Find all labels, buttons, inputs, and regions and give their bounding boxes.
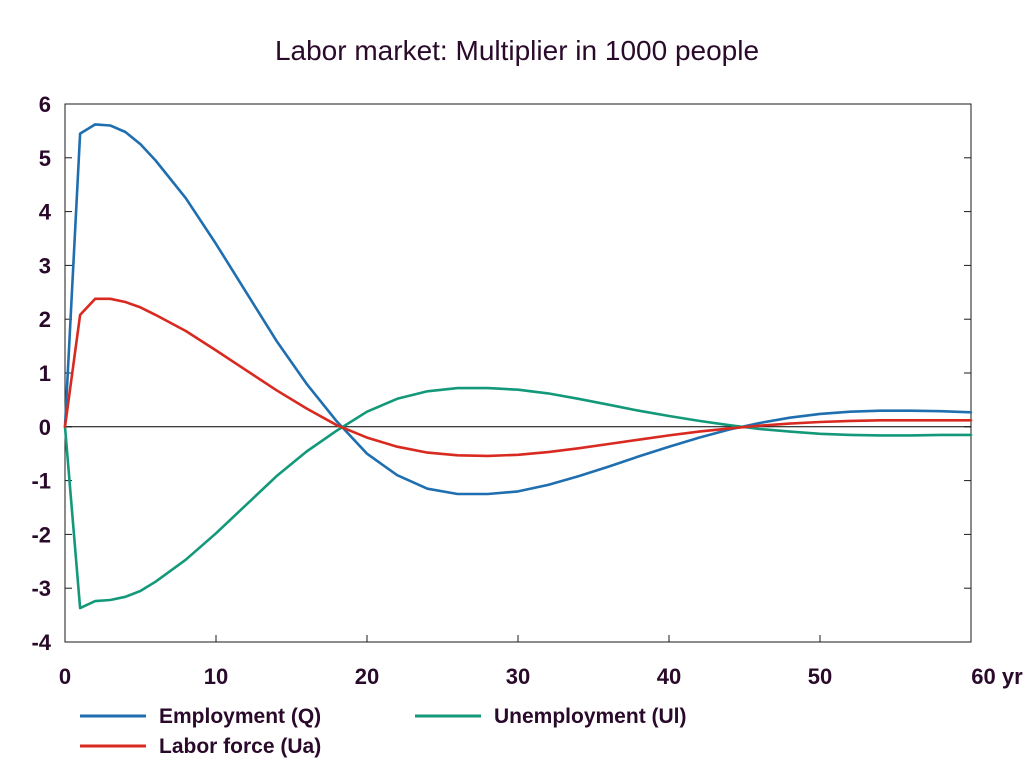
series-line-0 [63, 123, 973, 496]
y-tick-label: 0 [39, 415, 51, 440]
x-tick-label: 30 [506, 664, 530, 689]
legend: Employment (Q) Unemployment (Ul) Labor for… [80, 705, 687, 758]
legend-label-1: Labor force (Ua) [159, 735, 321, 758]
y-tick-label: 6 [39, 92, 51, 117]
y-tick-label: 2 [39, 307, 51, 332]
series-line-2 [63, 386, 973, 610]
y-tick-label: -2 [31, 522, 51, 547]
series-line-1 [63, 297, 973, 458]
y-tick-label: -4 [31, 630, 51, 655]
y-tick-label: 4 [39, 200, 52, 225]
y-tick-label: 3 [39, 253, 51, 278]
x-tick-label: 0 [59, 664, 71, 689]
legend-label-0: Employment (Q) [159, 705, 321, 728]
x-tick-label: 50 [808, 664, 832, 689]
x-tick-label: 20 [355, 664, 379, 689]
y-tick-label: -1 [31, 469, 51, 494]
legend-label-2: Unemployment (Ul) [494, 705, 687, 728]
y-tick-label: 1 [39, 361, 51, 386]
x-tick-label: 10 [204, 664, 228, 689]
y-tick-label: 5 [39, 146, 51, 171]
chart-title: Labor market: Multiplier in 1000 people [275, 35, 759, 66]
x-tick-label: 40 [657, 664, 681, 689]
y-tick-label: -3 [31, 576, 51, 601]
x-tick-label: 60 yr [971, 664, 1023, 689]
plot-frame [64, 103, 972, 643]
